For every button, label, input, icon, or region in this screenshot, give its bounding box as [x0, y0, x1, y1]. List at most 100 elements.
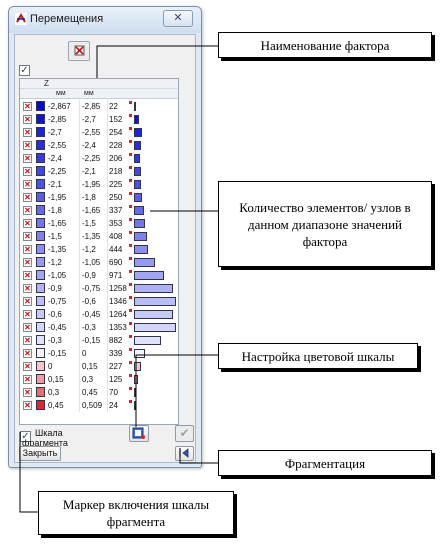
table-row[interactable]: ✕ 0,45 0,509 24 — [20, 399, 178, 412]
color-swatch[interactable] — [36, 218, 45, 228]
color-swatch[interactable] — [36, 231, 45, 241]
color-swatch[interactable] — [36, 244, 45, 254]
table-row[interactable]: ✕ -1,35 -1,2 444 — [20, 243, 178, 256]
row-checkbox[interactable]: ✕ — [23, 297, 32, 306]
color-swatch[interactable] — [36, 400, 45, 410]
row-checkbox[interactable]: ✕ — [23, 310, 32, 319]
table-row[interactable]: ✕ -0,6 -0,45 1264 — [20, 308, 178, 321]
color-swatch[interactable] — [36, 127, 45, 137]
table-row[interactable]: ✕ -0,15 0 339 — [20, 347, 178, 360]
close-window-button[interactable]: ✕ — [163, 10, 193, 27]
table-row[interactable]: ✕ 0 0,15 227 — [20, 360, 178, 373]
row-checkbox[interactable]: ✕ — [23, 271, 32, 280]
table-row[interactable]: ✕ -1,95 -1,8 250 — [20, 191, 178, 204]
table-row[interactable]: ✕ 0,15 0,3 125 — [20, 373, 178, 386]
color-scale-settings-button[interactable] — [129, 425, 149, 442]
table-row[interactable]: ✕ -0,3 -0,15 882 — [20, 334, 178, 347]
table-row[interactable]: ✕ 0,3 0,45 70 — [20, 386, 178, 399]
color-swatch[interactable] — [36, 348, 45, 358]
row-checkbox[interactable]: ✕ — [23, 323, 32, 332]
color-swatch[interactable] — [36, 309, 45, 319]
count-bar — [134, 258, 155, 267]
factor-name: Z — [44, 79, 49, 88]
row-checkbox[interactable]: ✕ — [23, 102, 32, 111]
color-swatch[interactable] — [36, 322, 45, 332]
table-row[interactable]: ✕ -2,55 -2,4 228 — [20, 139, 178, 152]
app-icon — [15, 13, 27, 25]
color-swatch[interactable] — [36, 192, 45, 202]
row-checkbox[interactable]: ✕ — [23, 375, 32, 384]
table-row[interactable]: ✕ -1,05 -0,9 971 — [20, 269, 178, 282]
window-title: Перемещения — [30, 13, 104, 25]
color-swatch[interactable] — [36, 179, 45, 189]
element-count: 444 — [109, 245, 123, 254]
color-swatch[interactable] — [36, 374, 45, 384]
row-checkbox[interactable]: ✕ — [23, 258, 32, 267]
color-swatch[interactable] — [36, 205, 45, 215]
range-to: -0,6 — [80, 295, 108, 308]
color-swatch[interactable] — [36, 335, 45, 345]
color-swatch[interactable] — [36, 296, 45, 306]
color-swatch[interactable] — [36, 101, 45, 111]
row-checkbox[interactable]: ✕ — [23, 180, 32, 189]
title-bar[interactable]: Перемещения ✕ — [9, 7, 201, 33]
color-swatch[interactable] — [36, 166, 45, 176]
color-swatch[interactable] — [36, 114, 45, 124]
table-row[interactable]: ✕ -2,4 -2,25 206 — [20, 152, 178, 165]
row-marker — [129, 101, 132, 104]
table-row[interactable]: ✕ -1,5 -1,35 408 — [20, 230, 178, 243]
table-row[interactable]: ✕ -2,85 -2,7 152 — [20, 113, 178, 126]
row-marker — [129, 322, 132, 325]
row-checkbox[interactable]: ✕ — [23, 141, 32, 150]
show-all-checkbox[interactable]: ✓ — [19, 65, 30, 76]
range-from: 0,45 — [48, 399, 80, 412]
row-checkbox[interactable]: ✕ — [23, 336, 32, 345]
table-row[interactable]: ✕ -2,25 -2,1 218 — [20, 165, 178, 178]
row-checkbox[interactable]: ✕ — [23, 154, 32, 163]
table-row[interactable]: ✕ -0,45 -0,3 1353 — [20, 321, 178, 334]
row-checkbox[interactable]: ✕ — [23, 362, 32, 371]
table-row[interactable]: ✕ -1,8 -1,65 337 — [20, 204, 178, 217]
color-swatch[interactable] — [36, 270, 45, 280]
table-row[interactable]: ✕ -2,1 -1,95 225 — [20, 178, 178, 191]
callout-factor-name-text: Наименование фактора — [260, 37, 390, 53]
row-checkbox[interactable]: ✕ — [23, 115, 32, 124]
range-to: -0,9 — [80, 269, 108, 282]
fragmentation-icon — [179, 448, 189, 458]
table-row[interactable]: ✕ -1,65 -1,5 353 — [20, 217, 178, 230]
range-from: -0,45 — [48, 321, 80, 334]
row-checkbox[interactable]: ✕ — [23, 284, 32, 293]
color-swatch[interactable] — [36, 283, 45, 293]
units-header: мм мм — [20, 89, 178, 99]
row-checkbox[interactable]: ✕ — [23, 349, 32, 358]
range-to: -0,15 — [80, 334, 108, 347]
color-swatch[interactable] — [36, 361, 45, 371]
row-checkbox[interactable]: ✕ — [23, 128, 32, 137]
color-swatch[interactable] — [36, 140, 45, 150]
table-row[interactable]: ✕ -0,75 -0,6 1346 — [20, 295, 178, 308]
table-row[interactable]: ✕ -1,2 -1,05 690 — [20, 256, 178, 269]
row-checkbox[interactable]: ✕ — [23, 401, 32, 410]
row-checkbox[interactable]: ✕ — [23, 388, 32, 397]
row-checkbox[interactable]: ✕ — [23, 193, 32, 202]
color-swatch[interactable] — [36, 153, 45, 163]
fragmentation-button[interactable] — [175, 446, 194, 461]
table-row[interactable]: ✕ -2,7 -2,55 254 — [20, 126, 178, 139]
table-row[interactable]: ✕ -2,867 -2,85 22 — [20, 100, 178, 113]
close-button[interactable]: Закрыть — [19, 446, 61, 461]
count-bar — [134, 193, 142, 202]
row-checkbox[interactable]: ✕ — [23, 167, 32, 176]
apply-button[interactable]: ✔ — [175, 425, 194, 442]
range-from: -1,95 — [48, 191, 80, 204]
row-marker — [129, 231, 132, 234]
clear-selection-button[interactable] — [68, 41, 90, 61]
table-row[interactable]: ✕ -0,9 -0,75 1258 — [20, 282, 178, 295]
color-swatch[interactable] — [36, 257, 45, 267]
callout-factor-name: Наименование фактора — [218, 32, 432, 58]
row-checkbox[interactable]: ✕ — [23, 206, 32, 215]
row-checkbox[interactable]: ✕ — [23, 219, 32, 228]
row-checkbox[interactable]: ✕ — [23, 245, 32, 254]
row-checkbox[interactable]: ✕ — [23, 232, 32, 241]
range-from: -2,55 — [48, 139, 80, 152]
color-swatch[interactable] — [36, 387, 45, 397]
